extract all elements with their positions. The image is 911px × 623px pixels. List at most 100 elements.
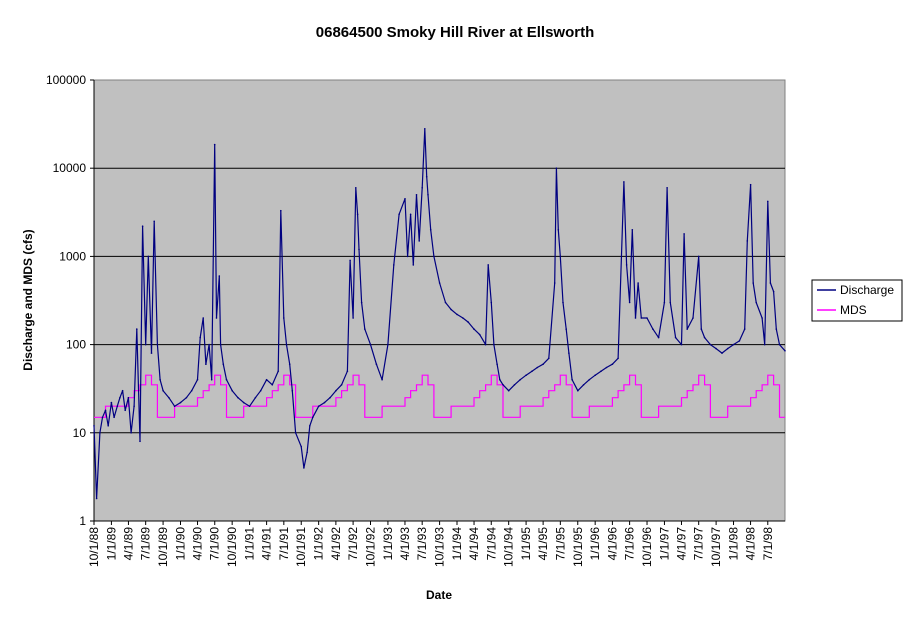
discharge-point	[95, 497, 98, 500]
discharge-point	[222, 363, 225, 366]
x-tick-label: 7/1/98	[761, 527, 775, 561]
discharge-point	[487, 264, 490, 266]
discharge-point	[715, 347, 717, 350]
discharge-point	[277, 370, 280, 373]
discharge-point	[312, 416, 314, 419]
discharge-point	[104, 409, 107, 412]
discharge-point	[418, 240, 421, 242]
discharge-point	[605, 366, 608, 369]
discharge-point	[119, 396, 121, 399]
discharge-point	[637, 282, 639, 284]
discharge-point	[657, 336, 660, 339]
discharge-point	[775, 328, 778, 330]
discharge-point	[625, 264, 628, 266]
x-tick-label: 7/1/92	[346, 527, 360, 561]
x-tick-label: 7/1/91	[277, 527, 291, 561]
discharge-point	[462, 317, 464, 319]
x-tick-label: 4/1/98	[744, 527, 758, 561]
discharge-point	[611, 363, 614, 366]
discharge-line	[93, 128, 786, 500]
x-tick-label: 10/1/90	[225, 527, 239, 567]
discharge-point	[393, 264, 395, 266]
discharge-point	[364, 328, 366, 330]
discharge-point	[438, 282, 441, 284]
discharge-point	[484, 343, 487, 346]
discharge-point	[219, 343, 222, 346]
discharge-point	[144, 343, 147, 346]
discharge-point	[557, 229, 560, 231]
discharge-point	[646, 317, 648, 319]
discharge-point	[162, 389, 164, 392]
discharge-point	[280, 209, 282, 212]
discharge-point	[190, 389, 193, 392]
x-tick-label: 10/1/89	[156, 527, 170, 567]
discharge-point	[409, 213, 412, 216]
discharge-point	[559, 255, 562, 258]
discharge-point	[634, 317, 637, 319]
discharge-point	[784, 350, 786, 352]
chart-title: 06864500 Smoky Hill River at Ellsworth	[316, 24, 594, 41]
legend: Discharge MDS	[811, 279, 903, 322]
discharge-point	[173, 405, 176, 408]
discharge-point	[478, 333, 481, 336]
discharge-point	[507, 389, 510, 392]
discharge-point	[412, 264, 415, 266]
discharge-point	[329, 396, 331, 399]
discharge-point	[168, 396, 170, 399]
discharge-point	[542, 363, 544, 366]
discharge-point	[425, 175, 428, 178]
discharge-point	[433, 255, 435, 258]
discharge-point	[335, 389, 337, 392]
x-tick-label: 1/1/96	[588, 527, 602, 561]
discharge-point	[755, 301, 757, 304]
discharge-point	[628, 301, 631, 304]
discharge-point	[265, 378, 268, 381]
discharge-point	[404, 198, 406, 200]
x-tick-label: 10/1/97	[709, 527, 723, 567]
x-tick-label: 1/1/90	[173, 527, 187, 561]
discharge-point	[398, 213, 400, 216]
discharge-point	[288, 363, 291, 366]
discharge-point	[248, 405, 251, 408]
y-axis: 1 10 100 1000 10000 100000	[46, 73, 95, 528]
discharge-point	[208, 343, 210, 346]
discharge-point	[225, 378, 228, 381]
discharge-point	[582, 384, 585, 386]
discharge-point	[519, 378, 521, 381]
x-tick-label: 4/1/90	[191, 527, 205, 561]
x-tick-label: 1/1/94	[450, 527, 464, 561]
discharge-point	[450, 308, 452, 311]
discharge-point	[473, 328, 475, 330]
discharge-point	[141, 225, 144, 227]
x-tick-label: 10/1/95	[571, 527, 585, 567]
discharge-point	[360, 301, 363, 304]
discharge-point	[130, 432, 132, 434]
discharge-point	[732, 343, 735, 346]
discharge-point	[640, 317, 643, 319]
legend-box	[811, 279, 903, 322]
discharge-point	[631, 229, 634, 231]
discharge-point	[124, 409, 126, 412]
discharge-point	[285, 343, 288, 346]
discharge-point	[513, 384, 516, 386]
discharge-point	[136, 328, 138, 330]
discharge-point	[218, 275, 221, 277]
y-axis-label: Discharge and MDS (cfs)	[21, 229, 35, 370]
x-tick-label: 4/1/91	[260, 527, 274, 561]
discharge-point	[317, 405, 320, 408]
y-tick-label: 1	[79, 514, 86, 528]
discharge-point	[306, 451, 308, 454]
discharge-point	[93, 425, 95, 427]
discharge-point	[381, 378, 383, 381]
x-tick-label: 10/1/93	[433, 527, 447, 567]
discharge-point	[721, 352, 723, 354]
discharge-point	[215, 317, 218, 319]
discharge-point	[199, 336, 201, 339]
discharge-point	[356, 213, 359, 216]
x-tick-label: 1/1/89	[104, 527, 118, 561]
discharge-point	[101, 416, 104, 419]
discharge-point	[150, 352, 153, 354]
discharge-point	[669, 301, 672, 304]
discharge-point	[456, 313, 458, 316]
y-tick-label: 10	[73, 426, 87, 440]
